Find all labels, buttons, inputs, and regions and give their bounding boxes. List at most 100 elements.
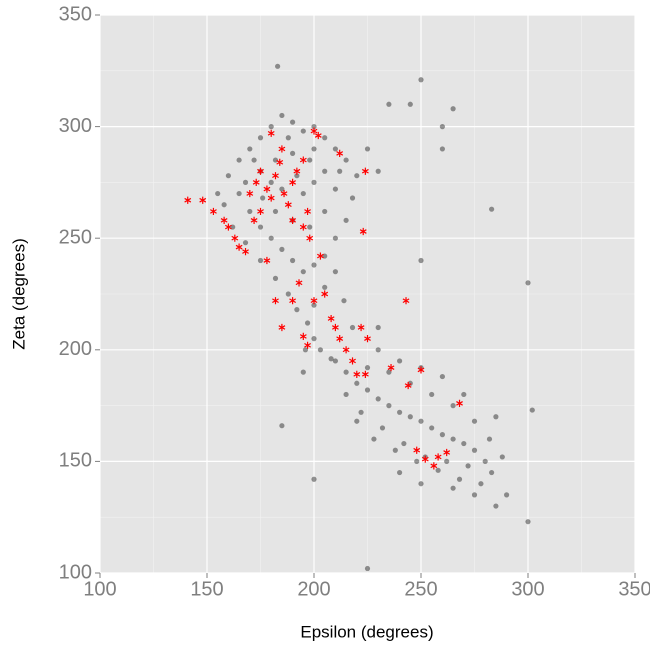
- point: [343, 217, 349, 223]
- point: [289, 178, 297, 186]
- point: [504, 492, 510, 498]
- point: [331, 323, 339, 332]
- point: [311, 336, 317, 342]
- y-tick-label: 300: [59, 115, 92, 137]
- point: [402, 297, 410, 305]
- point: [349, 357, 356, 365]
- point: [236, 190, 242, 197]
- point: [332, 269, 338, 275]
- point: [290, 150, 296, 156]
- point: [421, 455, 429, 463]
- point: [450, 403, 456, 409]
- point: [418, 77, 424, 83]
- point: [397, 358, 403, 364]
- point: [489, 206, 495, 212]
- point: [252, 178, 260, 186]
- point: [307, 224, 313, 230]
- point: [430, 462, 438, 470]
- point: [322, 135, 328, 141]
- point: [311, 124, 317, 130]
- point: [279, 112, 285, 119]
- point: [311, 179, 317, 185]
- point: [525, 280, 531, 286]
- point: [349, 195, 356, 201]
- point: [336, 149, 344, 157]
- point: [341, 298, 347, 304]
- point: [307, 157, 313, 163]
- point: [375, 347, 381, 353]
- point: [343, 369, 349, 375]
- point: [332, 146, 338, 152]
- x-tick-label: 200: [297, 578, 330, 600]
- point: [272, 297, 279, 305]
- point: [268, 235, 274, 241]
- point: [443, 448, 451, 457]
- point: [242, 240, 249, 246]
- point: [300, 369, 306, 375]
- point: [397, 469, 403, 476]
- point: [272, 275, 279, 281]
- point: [444, 458, 450, 464]
- point: [184, 196, 192, 204]
- point: [215, 190, 221, 197]
- point: [246, 189, 254, 198]
- point: [231, 234, 239, 242]
- point: [247, 208, 253, 215]
- point: [364, 365, 371, 371]
- point: [321, 290, 329, 298]
- point: [311, 146, 317, 152]
- point: [354, 418, 360, 424]
- point: [429, 425, 435, 431]
- point: [407, 414, 413, 420]
- axes: 100 150 200 250 300 350 100 150 200 250 300 350: [59, 3, 650, 600]
- point: [337, 168, 343, 174]
- point: [311, 302, 317, 308]
- y-tick-label: 150: [59, 450, 92, 472]
- point: [257, 167, 264, 175]
- point: [278, 145, 286, 153]
- point: [343, 157, 349, 163]
- point: [471, 418, 478, 424]
- point: [310, 127, 318, 135]
- point: [450, 436, 456, 442]
- point: [322, 208, 328, 215]
- point: [434, 453, 442, 461]
- point: [456, 476, 463, 482]
- point: [272, 157, 279, 163]
- point: [332, 235, 338, 241]
- point: [299, 156, 307, 164]
- point: [471, 492, 478, 498]
- point: [314, 131, 322, 140]
- point: [285, 135, 291, 141]
- point: [289, 216, 297, 224]
- point: [386, 101, 392, 107]
- point: [224, 223, 232, 231]
- point: [242, 247, 249, 256]
- point: [417, 366, 425, 374]
- point: [279, 246, 285, 252]
- point: [299, 223, 307, 231]
- x-tick-label: 100: [83, 578, 116, 600]
- point: [461, 391, 467, 398]
- x-axis-title: Epsilon (degrees): [300, 622, 433, 641]
- point: [268, 124, 274, 130]
- point: [413, 446, 421, 454]
- point: [300, 128, 306, 134]
- point: [429, 391, 435, 398]
- point: [247, 146, 253, 152]
- point: [210, 207, 217, 216]
- point: [311, 262, 317, 268]
- point: [311, 476, 317, 482]
- point: [486, 436, 493, 442]
- point: [304, 341, 311, 349]
- point: [407, 101, 413, 107]
- point: [354, 380, 360, 386]
- point: [482, 458, 488, 464]
- point: [290, 119, 296, 125]
- point: [478, 481, 484, 487]
- point: [272, 208, 279, 215]
- series: [184, 127, 463, 470]
- point: [493, 414, 499, 420]
- y-tick-label: 200: [59, 338, 92, 360]
